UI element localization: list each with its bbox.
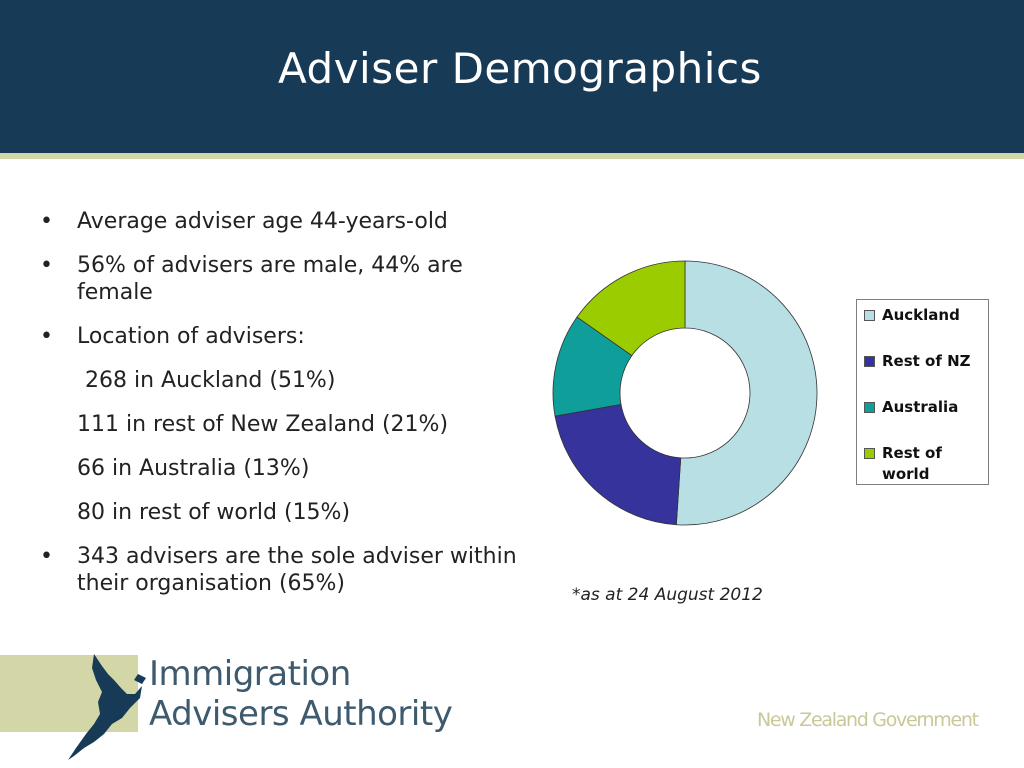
location-line: 66 in Australia (13%) [77, 456, 310, 481]
legend-swatch-rest-of-world [864, 448, 875, 459]
legend-label: Auckland [882, 306, 960, 324]
organization-logo: Immigration Advisers Authority [149, 654, 453, 734]
slide-title: Adviser Demographics [278, 44, 762, 93]
legend-swatch-auckland [864, 310, 875, 321]
bullet-marker: • [40, 209, 53, 234]
new-zealand-map-icon [68, 654, 146, 760]
doughnut-chart-svg [552, 260, 818, 526]
location-line: 268 in Auckland (51%) [85, 368, 336, 393]
bullet-item: • 56% of advisers are male, 44% are fema… [40, 252, 545, 306]
title-banner: Adviser Demographics [0, 0, 1024, 153]
legend-label: Australia [882, 398, 959, 416]
doughnut-slice-rest-of-world [576, 260, 686, 357]
legend-swatch-rest-of-nz [864, 356, 875, 367]
doughnut-chart [540, 250, 830, 540]
location-line: 80 in rest of world (15%) [77, 500, 351, 525]
legend-label: Rest of NZ [882, 352, 971, 370]
bullet-marker: • [40, 544, 53, 569]
legend-item-rest-of-nz: Rest of NZ [864, 351, 989, 372]
bullet-marker: • [40, 253, 53, 278]
legend-item-auckland: Auckland [864, 305, 989, 326]
chart-legend: Auckland Rest of NZ Australia Rest of wo… [856, 299, 989, 485]
date-footnote: *as at 24 August 2012 [572, 585, 763, 605]
doughnut-slice-auckland [675, 260, 818, 526]
location-line: 111 in rest of New Zealand (21%) [77, 412, 449, 437]
bullet-list: • Average adviser age 44-years-old • 56%… [40, 208, 545, 614]
logo-line-1: Immigration [149, 654, 351, 694]
bullet-item: • Location of advisers: [40, 323, 545, 350]
legend-swatch-australia [864, 402, 875, 413]
bullet-item: • Average adviser age 44-years-old [40, 208, 545, 235]
legend-item-australia: Australia [864, 397, 989, 418]
nz-government-logo: New Zealand Government [757, 709, 979, 731]
bullet-text: 56% of advisers are male, 44% are female [77, 253, 463, 305]
logo-line-2: Advisers Authority [149, 694, 453, 734]
header-divider [0, 153, 1024, 159]
bullet-text: Location of advisers: [77, 324, 305, 349]
bullet-marker: • [40, 324, 53, 349]
legend-label: Rest of world [882, 444, 942, 483]
bullet-item: • 343 advisers are the sole adviser with… [40, 543, 545, 597]
doughnut-slice-rest-of-nz [554, 403, 682, 526]
bullet-text: Average adviser age 44-years-old [77, 209, 448, 234]
bullet-text: 343 advisers are the sole adviser within… [77, 544, 517, 596]
legend-item-rest-of-world: Rest of world [864, 443, 969, 485]
